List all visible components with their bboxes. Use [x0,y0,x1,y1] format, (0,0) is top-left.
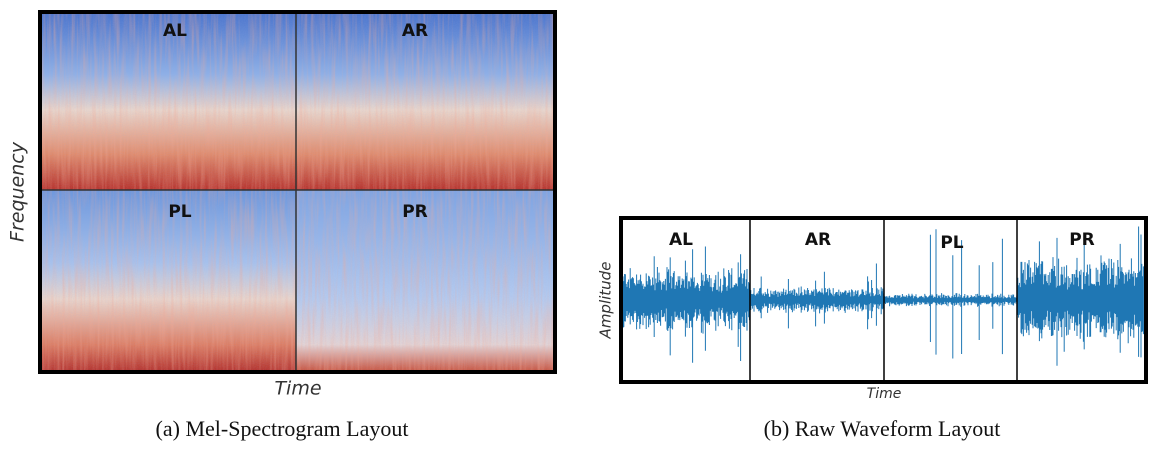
segment-label: PR [1069,230,1095,250]
y-axis-label: Amplitude [597,262,615,340]
caption: (a) Mel-Spectrogram Layout [156,416,409,441]
spectrogram-panel: AL AR PL PR Frequency Time (a) Mel-Spect… [7,10,557,441]
x-axis-label: Time [867,386,902,402]
frame [38,10,557,374]
waveform-panel: AL AR PL PR Amplitude Time (b) Raw Wavef… [597,216,1148,441]
spectrogram-grain [40,12,555,372]
y-axis-label: Frequency [7,141,29,242]
quadrant-label: PR [402,202,428,222]
frame [619,216,1148,384]
quadrant-label: AR [402,21,428,41]
x-axis-label: Time [274,378,321,400]
waveform [622,226,1144,366]
segment-label: AL [669,230,693,250]
segment-label: PL [940,233,963,253]
caption: (b) Raw Waveform Layout [764,416,1001,441]
quadrant-label: AL [163,21,187,41]
segment-label: AR [805,230,831,250]
quadrant-label: PL [168,202,191,222]
